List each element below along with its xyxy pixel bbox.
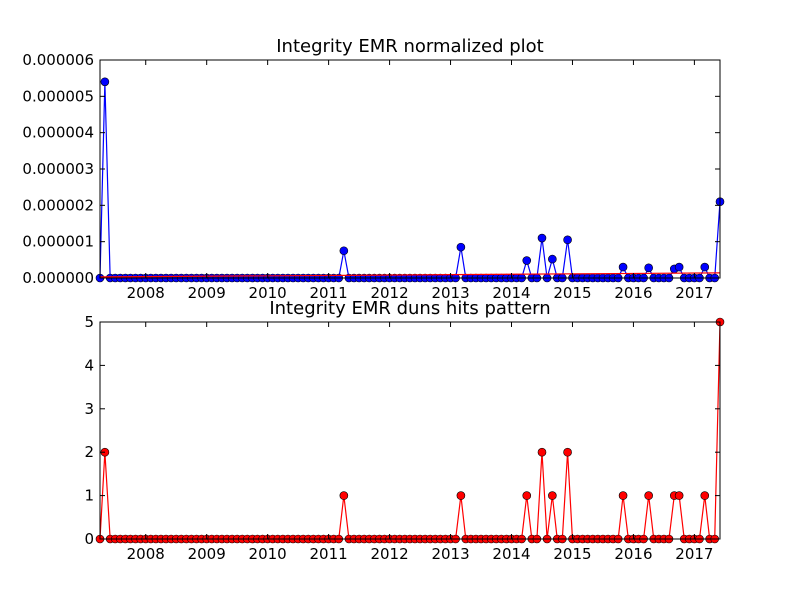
y-tick-label: 1 — [84, 487, 94, 505]
y-tick-label: 2 — [84, 443, 94, 461]
x-tick-label: 2017 — [675, 545, 713, 563]
x-tick-label: 2012 — [370, 545, 408, 563]
y-tick-label: 0.000001 — [22, 233, 94, 251]
data-point — [644, 263, 653, 273]
trend-line — [99, 272, 721, 278]
data-point — [548, 254, 557, 264]
x-tick-label: 2011 — [310, 284, 348, 302]
y-tick-label: 0.000003 — [22, 160, 94, 178]
axes-frame — [99, 321, 721, 540]
x-tick-label: 2010 — [249, 284, 287, 302]
x-tick-label: 2015 — [553, 545, 591, 563]
x-tick-label: 2016 — [614, 545, 652, 563]
data-point — [522, 491, 532, 500]
panel-integrity-emr-duns-hits: Integrity EMR duns hits pattern 2008 2009 2… — [84, 298, 725, 563]
y-tick-label: 0.000006 — [22, 51, 94, 69]
data-point — [674, 262, 684, 272]
data-point — [644, 491, 653, 500]
x-tick-label: 2016 — [614, 284, 652, 302]
data-point — [563, 447, 572, 457]
data-point — [618, 262, 628, 272]
data-point — [456, 491, 466, 500]
y-tick-label: 0 — [84, 530, 94, 548]
data-point — [537, 447, 547, 457]
x-tick-label: 2014 — [492, 284, 530, 302]
y-tick-label: 0.000005 — [22, 87, 94, 105]
x-tick-label: 2014 — [492, 545, 530, 563]
data-point — [700, 262, 710, 272]
y-tick-label: 0.000002 — [22, 196, 94, 214]
panel-integrity-emr-normalized: Integrity EMR normalized plot 2008 2009 201… — [22, 36, 725, 302]
x-tick-label: 2008 — [127, 284, 165, 302]
data-point — [456, 242, 466, 252]
x-tick-label: 2017 — [675, 284, 713, 302]
data-point — [563, 235, 572, 245]
data-point — [674, 491, 684, 500]
data-point — [700, 491, 710, 500]
data-point — [339, 491, 349, 500]
x-tick-label: 2013 — [431, 545, 469, 563]
chart-title: Integrity EMR normalized plot — [276, 36, 543, 57]
data-point — [100, 77, 110, 87]
x-tick-label: 2009 — [188, 284, 226, 302]
y-tick-label: 0.000004 — [22, 124, 94, 142]
x-tick-label: 2011 — [310, 545, 348, 563]
data-point — [618, 491, 628, 500]
y-tick-label: 3 — [84, 400, 94, 418]
data-point — [537, 233, 547, 243]
x-tick-label: 2013 — [431, 284, 469, 302]
y-tick-label: 4 — [84, 356, 94, 374]
x-tick-label: 2010 — [249, 545, 287, 563]
chart-title: Integrity EMR duns hits pattern — [269, 298, 550, 319]
x-tick-label: 2012 — [370, 284, 408, 302]
data-point — [339, 246, 349, 256]
x-tick-label: 2008 — [127, 545, 165, 563]
x-tick-label: 2015 — [553, 284, 591, 302]
data-point — [522, 256, 532, 265]
y-tick-label: 0.000000 — [22, 269, 94, 287]
y-tick-label: 5 — [84, 313, 94, 331]
data-point — [548, 491, 557, 500]
x-tick-label: 2009 — [188, 545, 226, 563]
